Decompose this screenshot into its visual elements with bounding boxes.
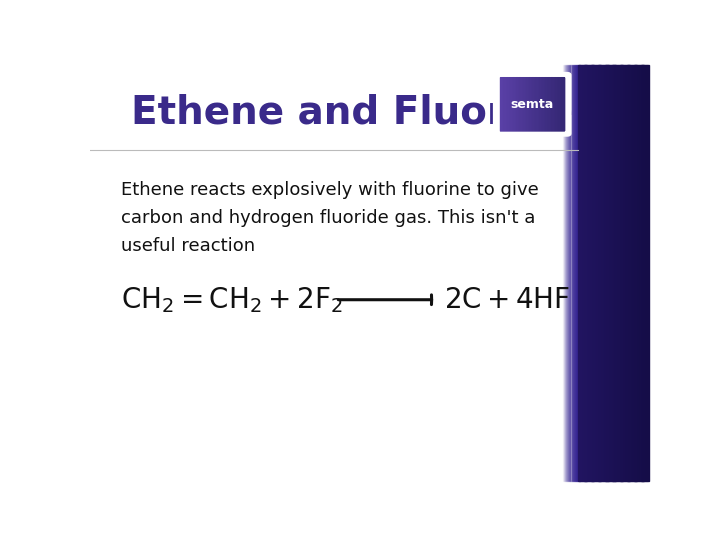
Bar — [548, 77, 552, 131]
Bar — [568, 65, 570, 481]
Bar — [612, 65, 613, 481]
Bar — [595, 65, 596, 481]
Bar — [618, 65, 619, 481]
Bar — [599, 65, 601, 481]
Bar — [627, 65, 629, 481]
Bar — [584, 65, 586, 481]
Text: $\mathdefault{2C + 4HF}$: $\mathdefault{2C + 4HF}$ — [444, 286, 570, 314]
Bar — [597, 65, 598, 481]
Bar — [580, 65, 581, 481]
Bar — [633, 65, 634, 481]
Bar — [598, 65, 600, 481]
Bar — [622, 65, 624, 481]
Bar — [580, 65, 582, 481]
Bar — [626, 65, 628, 481]
Bar — [616, 65, 618, 481]
Bar — [621, 65, 623, 481]
Bar — [644, 65, 647, 481]
Bar — [583, 65, 585, 481]
Bar — [610, 65, 611, 481]
Text: Ethene reacts explosively with fluorine to give
carbon and hydrogen fluoride gas: Ethene reacts explosively with fluorine … — [121, 181, 539, 255]
Bar — [639, 65, 640, 481]
Bar — [532, 77, 536, 131]
Bar — [588, 65, 589, 481]
Bar — [642, 65, 644, 481]
Bar — [619, 65, 621, 481]
Bar — [523, 77, 526, 131]
Bar — [572, 65, 574, 481]
Bar — [566, 65, 567, 481]
Text: $\mathdefault{CH_2{=}CH_2 + 2F_2}$: $\mathdefault{CH_2{=}CH_2 + 2F_2}$ — [121, 285, 343, 315]
Bar — [603, 65, 604, 481]
Bar — [500, 77, 504, 131]
Bar — [600, 65, 602, 481]
Bar — [634, 65, 636, 481]
Bar — [574, 65, 575, 481]
Bar — [565, 65, 566, 481]
Bar — [516, 77, 520, 131]
Bar — [510, 77, 513, 131]
Bar — [640, 65, 642, 481]
Bar — [636, 65, 638, 481]
Bar — [629, 65, 631, 481]
Bar — [507, 77, 510, 131]
Bar — [567, 65, 568, 481]
Bar — [578, 65, 580, 481]
Bar — [593, 65, 595, 481]
Bar — [604, 65, 606, 481]
Bar — [570, 65, 572, 481]
Bar — [585, 65, 587, 481]
Bar — [608, 65, 610, 481]
Bar — [611, 65, 613, 481]
Bar — [624, 65, 625, 481]
Bar — [513, 77, 517, 131]
Bar — [641, 65, 643, 481]
Bar — [562, 65, 564, 481]
Bar — [503, 77, 507, 131]
Bar — [576, 65, 577, 481]
Bar — [564, 65, 565, 481]
Bar — [545, 77, 549, 131]
Bar — [637, 65, 639, 481]
Bar — [536, 77, 539, 131]
Bar — [590, 65, 592, 481]
Bar — [635, 65, 637, 481]
Text: Ethene and Fluorine: Ethene and Fluorine — [131, 93, 573, 132]
Bar — [625, 65, 626, 481]
Bar — [519, 77, 523, 131]
Bar — [529, 77, 533, 131]
Bar — [589, 65, 590, 481]
Bar — [539, 77, 542, 131]
Bar — [620, 65, 622, 481]
Bar — [631, 65, 632, 481]
Bar — [629, 65, 630, 481]
Bar — [644, 65, 645, 481]
Bar — [631, 65, 634, 481]
Bar — [586, 65, 588, 481]
Bar — [613, 65, 615, 481]
Bar — [601, 65, 603, 481]
Text: semta: semta — [510, 98, 554, 111]
Bar — [561, 77, 565, 131]
Bar — [605, 65, 607, 481]
Bar — [542, 77, 546, 131]
Bar — [607, 65, 609, 481]
Bar — [591, 65, 593, 481]
Bar — [595, 65, 598, 481]
Bar — [616, 65, 617, 481]
Bar — [526, 77, 530, 131]
Bar — [646, 65, 647, 481]
Bar — [593, 65, 594, 481]
Bar — [577, 65, 578, 481]
Bar — [647, 65, 649, 481]
FancyBboxPatch shape — [493, 72, 572, 137]
Bar — [575, 65, 576, 481]
Bar — [552, 77, 555, 131]
Bar — [606, 65, 608, 481]
Bar — [614, 65, 616, 481]
Bar — [554, 77, 559, 131]
Bar — [582, 65, 583, 481]
Bar — [558, 77, 562, 131]
